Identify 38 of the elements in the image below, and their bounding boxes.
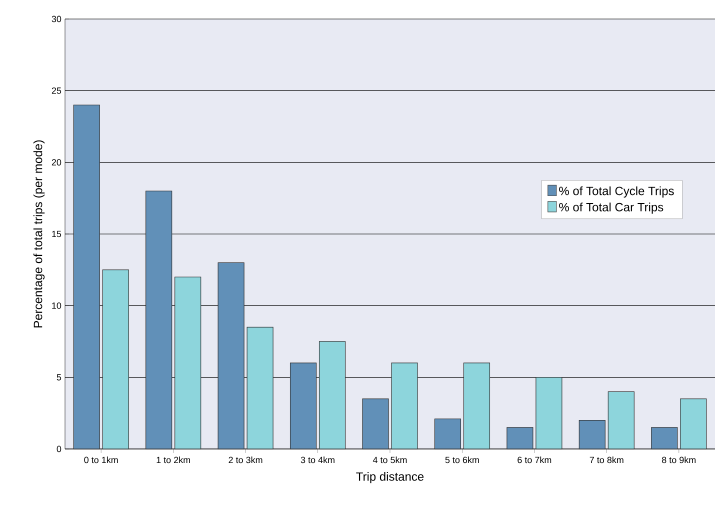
x-tick-label: 7 to 8km bbox=[590, 456, 624, 464]
legend-label: % of Total Cycle Trips bbox=[559, 186, 674, 198]
y-tick-label: 30 bbox=[52, 16, 62, 22]
x-tick-label: 0 to 1km bbox=[84, 456, 118, 464]
x-tick-label: 1 to 2km bbox=[156, 456, 190, 464]
bar bbox=[246, 326, 274, 450]
bar bbox=[680, 398, 707, 450]
x-axis-title: Trip distance bbox=[356, 472, 424, 484]
bar bbox=[651, 427, 678, 450]
x-tick-label: 6 to 7km bbox=[518, 456, 552, 464]
bar bbox=[102, 270, 129, 450]
bar bbox=[506, 427, 534, 450]
bar bbox=[318, 341, 346, 450]
y-tick-label: 10 bbox=[52, 302, 62, 309]
y-tick-label: 25 bbox=[52, 87, 62, 94]
x-tick-label: 5 to 6km bbox=[445, 456, 479, 464]
bar bbox=[146, 190, 172, 450]
bar bbox=[73, 104, 100, 450]
bar bbox=[578, 420, 606, 450]
y-axis-title: Percentage of total trips (per mode) bbox=[33, 140, 45, 328]
bar bbox=[434, 418, 462, 450]
bar bbox=[174, 276, 202, 450]
y-tick-label: 0 bbox=[56, 446, 62, 452]
x-tick-label: 4 to 5km bbox=[372, 456, 407, 464]
bar bbox=[536, 377, 562, 450]
x-tick-label: 3 to 4km bbox=[300, 456, 334, 464]
y-tick-label: 15 bbox=[52, 230, 62, 238]
y-tick-label: 20 bbox=[52, 159, 62, 166]
x-tick-label: 2 to 3km bbox=[228, 456, 262, 464]
bar bbox=[391, 362, 418, 450]
bar bbox=[608, 391, 634, 450]
legend-label: % of Total Car Trips bbox=[559, 202, 664, 214]
bar bbox=[362, 398, 389, 450]
y-tick-label: 5 bbox=[56, 374, 62, 380]
bar bbox=[290, 362, 317, 450]
bar bbox=[218, 262, 244, 450]
x-tick-label: 8 to 9km bbox=[662, 456, 696, 464]
bar bbox=[463, 362, 490, 450]
